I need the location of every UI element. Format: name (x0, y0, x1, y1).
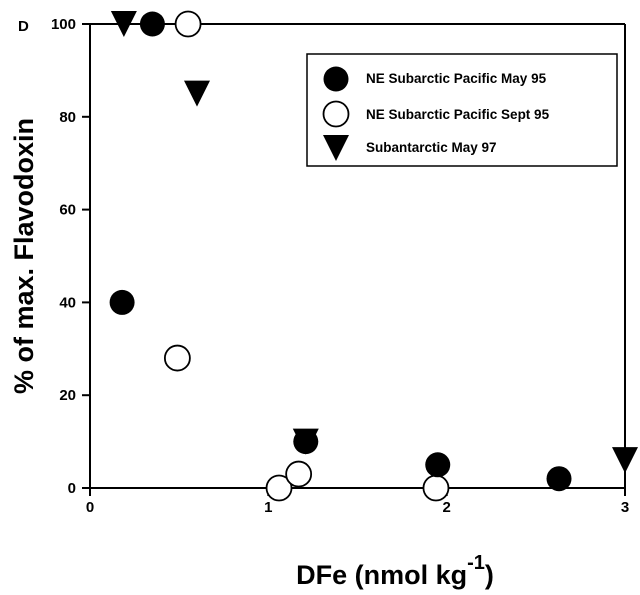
y-tick-label: 60 (59, 202, 76, 219)
x-axis-ticks: 0 1 2 3 (86, 488, 629, 516)
legend-label-ne-may95: NE Subarctic Pacific May 95 (366, 71, 547, 86)
data-point (265, 474, 293, 502)
data-point (293, 429, 319, 455)
data-point (285, 460, 313, 488)
panel-label: D (18, 18, 29, 35)
data-point (425, 452, 451, 478)
y-tick-label: 100 (51, 16, 76, 33)
x-tick-label: 2 (442, 499, 450, 516)
y-axis-label: % of max. Flavodoxin (9, 118, 39, 394)
data-point (612, 447, 638, 474)
y-tick-label: 20 (59, 387, 76, 404)
legend-label-ne-sept95: NE Subarctic Pacific Sept 95 (366, 107, 550, 122)
y-tick-label: 80 (59, 109, 76, 126)
y-axis-ticks: 0 20 40 60 80 100 (51, 16, 90, 497)
legend: NE Subarctic Pacific May 95 NE Subarctic… (306, 53, 618, 167)
legend-box (306, 53, 618, 167)
data-point (184, 80, 210, 107)
x-tick-label: 1 (264, 499, 272, 516)
x-axis-label-close: ) (485, 560, 494, 590)
legend-markers (322, 66, 350, 161)
data-points (109, 10, 638, 502)
data-point (546, 466, 572, 492)
data-point (422, 474, 450, 502)
data-point (109, 289, 135, 315)
x-tick-label: 0 (86, 499, 94, 516)
x-axis-label-superscript: -1 (467, 552, 485, 574)
legend-marker (323, 135, 349, 161)
x-axis-label-main: DFe (nmol kg (296, 560, 467, 590)
x-axis-label: DFe (nmol kg-1) (296, 552, 494, 590)
x-tick-label: 3 (621, 499, 629, 516)
y-tick-label: 40 (59, 294, 76, 311)
legend-marker (322, 100, 350, 128)
data-point (139, 11, 165, 37)
data-point (110, 11, 137, 37)
data-point (163, 344, 191, 372)
legend-marker (323, 66, 349, 92)
y-tick-label: 0 (68, 480, 76, 497)
data-point (174, 10, 202, 38)
legend-label-subantarctic-may97: Subantarctic May 97 (366, 140, 497, 155)
